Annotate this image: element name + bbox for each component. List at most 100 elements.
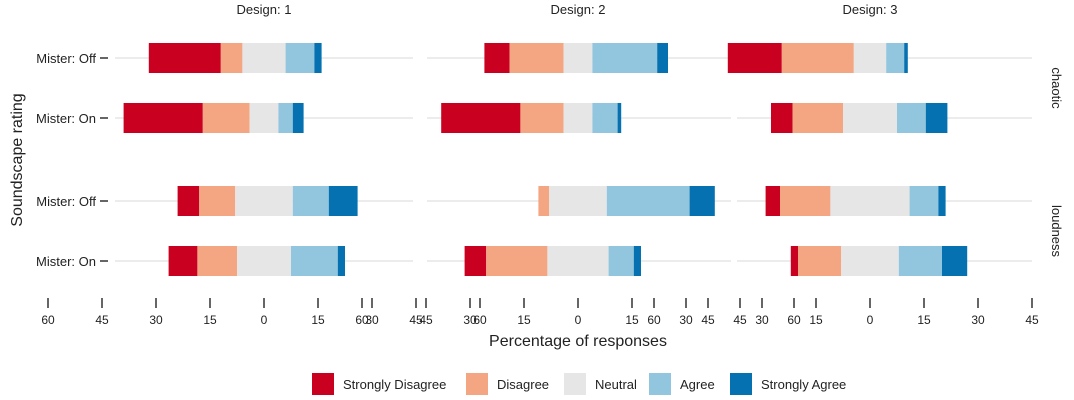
x-tick-label-design-2-0: 60 [355,313,369,327]
bar-design-1-loudness-mister-off-neutral [235,186,293,216]
bar-design-1-chaotic-mister-on-disagree [202,103,250,133]
bar-design-2-chaotic-mister-on-strongly-agree [617,103,622,133]
bar-design-1-chaotic-mister-on-strongly-agree [292,103,304,133]
x-tick-label-design-3-0: 60 [647,313,661,327]
legend-label-strongly-disagree: Strongly Disagree [343,377,446,392]
row-label-chaotic-mister-on: Mister: On [36,111,96,126]
bar-design-3-loudness-mister-off-strongly-disagree [765,186,780,216]
bar-design-3-loudness-mister-off-neutral [830,186,910,216]
y-axis-title: Soundscape rating [9,93,26,226]
legend-label-agree: Agree [680,377,715,392]
legend-label-disagree: Disagree [497,377,549,392]
bar-design-2-chaotic-mister-off-strongly-agree [657,43,668,73]
facet-title-design-2: Design: 2 [551,2,606,17]
x-tick-label-design-1-1: 45 [95,313,109,327]
bar-design-2-loudness-mister-on-strongly-agree [633,246,641,276]
legend-swatch-agree [649,373,671,395]
bar-design-2-loudness-mister-off-neutral [549,186,607,216]
x-tick-label-design-1-3: 15 [203,313,217,327]
bar-design-3-loudness-mister-on-strongly-agree [942,246,968,276]
bar-design-1-chaotic-mister-on-neutral [249,103,279,133]
bar-design-3-chaotic-mister-on-agree [897,103,926,133]
x-tick-label-design-1-2: 30 [149,313,163,327]
x-tick-label-design-2-2: 30 [463,313,477,327]
strip-label-loudness: loudness [1049,205,1064,258]
row-label-chaotic-mister-off: Mister: Off [36,51,96,66]
bar-design-3-loudness-mister-on-agree [898,246,942,276]
x-tick-label-design-3-5: 15 [917,313,931,327]
bar-design-2-chaotic-mister-on-neutral [563,103,593,133]
bar-design-1-loudness-mister-off-agree [292,186,329,216]
bar-design-1-chaotic-mister-off-strongly-agree [314,43,322,73]
x-tick-label-design-3-7: 45 [1025,313,1039,327]
bar-design-1-loudness-mister-on-strongly-agree [337,246,345,276]
axes-layer: 60 45 30 15 0 15 30 45 60 60 45 30 15 0 15 30 45 60 60 45 30… [41,57,1039,327]
bar-design-1-loudness-mister-off-strongly-agree [328,186,358,216]
x-tick-label-design-2-7: 45 [733,313,747,327]
bar-design-1-loudness-mister-on-strongly-disagree [168,246,198,276]
bar-design-1-loudness-mister-on-disagree [197,246,237,276]
bar-design-2-loudness-mister-on-strongly-disagree [464,246,487,276]
legend: Strongly Disagree Disagree Neutral Agree… [312,373,846,395]
bar-design-3-chaotic-mister-off-agree [886,43,905,73]
bar-design-1-loudness-mister-off-disagree [199,186,236,216]
bar-design-2-chaotic-mister-off-neutral [563,43,593,73]
bar-design-3-chaotic-mister-on-strongly-agree [925,103,948,133]
bar-design-3-chaotic-mister-on-disagree [792,103,843,133]
bar-design-3-loudness-mister-on-strongly-disagree [790,246,798,276]
x-tick-label-design-3-3: 15 [809,313,823,327]
legend-label-neutral: Neutral [595,377,637,392]
bar-design-2-chaotic-mister-off-disagree [509,43,564,73]
x-tick-label-design-2-4: 0 [575,313,582,327]
bar-design-1-loudness-mister-on-neutral [237,246,291,276]
x-axis-title: Percentage of responses [489,333,667,350]
bar-design-2-chaotic-mister-on-disagree [520,103,564,133]
x-tick-label-design-2-8: 60 [787,313,801,327]
bar-design-2-loudness-mister-on-agree [608,246,634,276]
bar-design-2-loudness-mister-off-agree [606,186,690,216]
grid-layer [115,57,1032,262]
legend-swatch-strongly-disagree [312,373,334,395]
legend-swatch-disagree [466,373,488,395]
x-tick-label-design-1-5: 15 [311,313,325,327]
x-tick-label-design-1-4: 0 [261,313,268,327]
bar-design-2-loudness-mister-off-strongly-agree [689,186,715,216]
bar-design-3-loudness-mister-off-agree [909,186,939,216]
strip-label-chaotic: chaotic [1049,67,1064,109]
bar-design-2-loudness-mister-on-neutral [547,246,609,276]
bar-design-3-loudness-mister-off-disagree [780,186,831,216]
bar-design-1-chaotic-mister-off-strongly-disagree [148,43,221,73]
bar-design-1-chaotic-mister-off-disagree [220,43,243,73]
bar-design-2-chaotic-mister-off-strongly-disagree [484,43,510,73]
x-tick-label-design-2-3: 15 [517,313,531,327]
bar-design-2-loudness-mister-on-disagree [486,246,548,276]
bar-design-2-chaotic-mister-on-strongly-disagree [441,103,521,133]
bar-design-3-chaotic-mister-off-strongly-agree [904,43,908,73]
bar-design-3-chaotic-mister-on-neutral [843,103,897,133]
bar-design-3-loudness-mister-on-disagree [798,246,842,276]
facet-title-design-1: Design: 1 [237,2,292,17]
x-tick-label-design-3-6: 30 [971,313,985,327]
bar-design-2-chaotic-mister-on-agree [592,103,618,133]
x-tick-label-design-1-6: 30 [365,313,379,327]
x-tick-label-design-1-7: 45 [419,313,433,327]
bar-design-1-chaotic-mister-off-neutral [242,43,286,73]
x-tick-label-design-3-2: 30 [755,313,769,327]
bar-design-3-chaotic-mister-off-neutral [853,43,887,73]
bars-layer [123,43,968,276]
bar-design-1-chaotic-mister-on-strongly-disagree [123,103,203,133]
legend-swatch-neutral [564,373,586,395]
bar-design-3-loudness-mister-on-neutral [841,246,899,276]
bar-design-1-loudness-mister-off-strongly-disagree [177,186,200,216]
bar-design-1-chaotic-mister-off-agree [285,43,315,73]
facet-title-design-3: Design: 3 [843,2,898,17]
row-label-loudness-mister-on: Mister: On [36,254,96,269]
x-tick-label-design-2-6: 30 [679,313,693,327]
bar-design-2-loudness-mister-off-disagree [538,186,550,216]
x-tick-label-design-3-1: 45 [701,313,715,327]
x-tick-label-design-1-8: 60 [473,313,487,327]
bar-design-3-loudness-mister-off-strongly-agree [938,186,946,216]
x-tick-label-design-2-5: 15 [625,313,639,327]
bar-design-1-chaotic-mister-on-agree [278,103,293,133]
